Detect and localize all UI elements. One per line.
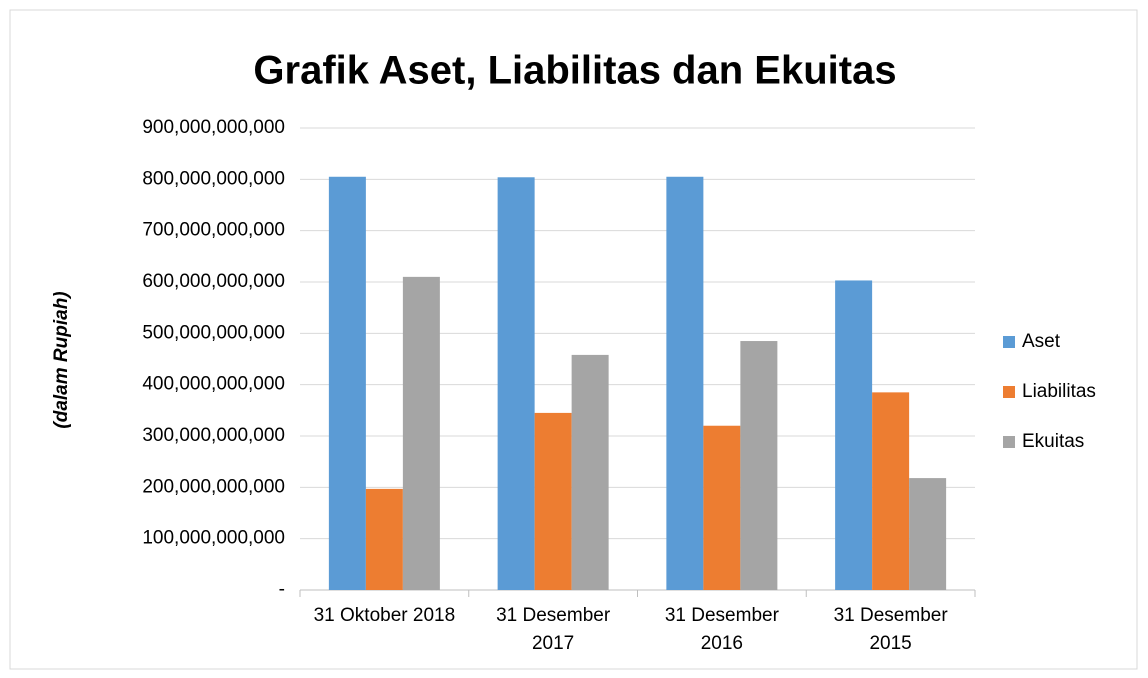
x-tick-label: 31 Oktober 2018 (313, 605, 456, 626)
bar (909, 478, 947, 590)
bar (740, 341, 778, 590)
y-tick-label: - (279, 579, 285, 600)
y-tick-label: 700,000,000,000 (142, 220, 285, 241)
y-tick-label: 500,000,000,000 (142, 322, 285, 343)
bar (365, 488, 403, 590)
bar (872, 392, 910, 590)
y-tick-label: 800,000,000,000 (142, 168, 285, 189)
x-tick-label: 31 Desember 2016 (664, 605, 779, 654)
legend-label: Ekuitas (1022, 431, 1084, 452)
legend-swatch (1003, 436, 1015, 448)
bar (703, 425, 741, 590)
y-tick-label: 300,000,000,000 (142, 425, 285, 446)
x-tick-label: 31 Desember 2017 (496, 605, 611, 654)
legend-swatch (1003, 386, 1015, 398)
y-axis-label: (dalam Rupiah) (51, 291, 72, 428)
bar (497, 177, 535, 590)
y-tick-label: 600,000,000,000 (142, 271, 285, 292)
bar (571, 354, 609, 590)
legend-swatch (1003, 336, 1015, 348)
bar (402, 276, 440, 590)
x-tick-label: 31 Desember 2015 (833, 605, 948, 654)
legend-label: Aset (1022, 331, 1061, 352)
legend-label: Liabilitas (1022, 381, 1096, 402)
y-tick-label: 400,000,000,000 (142, 374, 285, 395)
bar (328, 176, 366, 590)
bar (666, 176, 704, 590)
bar (534, 412, 572, 590)
y-tick-label: 100,000,000,000 (142, 528, 285, 549)
chart-title: Grafik Aset, Liabilitas dan Ekuitas (253, 49, 896, 93)
y-tick-label: 900,000,000,000 (142, 117, 285, 138)
y-tick-label: 200,000,000,000 (142, 476, 285, 497)
bar (835, 280, 873, 590)
